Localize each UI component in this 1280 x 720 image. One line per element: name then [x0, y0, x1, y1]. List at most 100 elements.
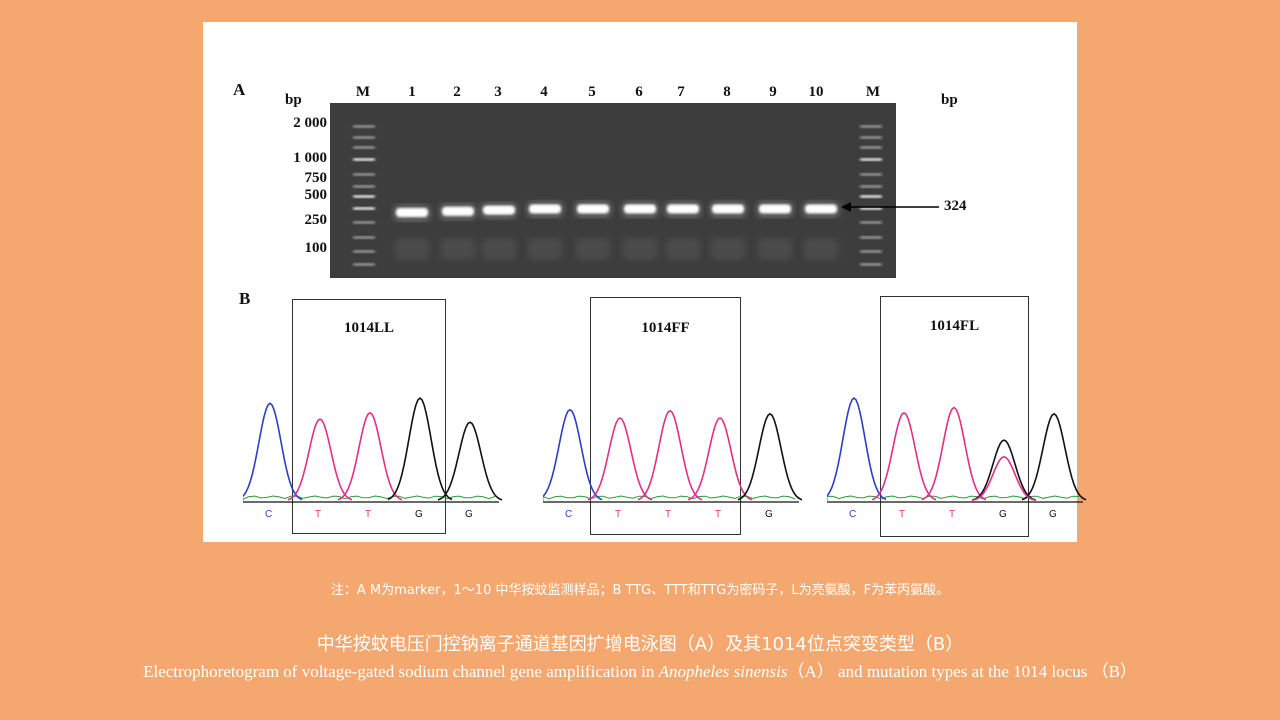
lane-label: M	[355, 84, 371, 100]
marker-band	[353, 195, 375, 198]
peak-c	[243, 402, 303, 501]
size-label: 750	[304, 170, 328, 186]
gel-image	[330, 103, 896, 278]
lane-label: M	[865, 84, 881, 100]
peak-c	[827, 397, 887, 501]
bp-label-left: bp	[285, 92, 302, 108]
sample-band	[759, 204, 791, 214]
lane-label: 1	[408, 84, 416, 100]
product-size-label: 324	[944, 198, 967, 214]
baseline-noise	[243, 495, 496, 501]
marker-band	[860, 250, 882, 253]
peak-t	[287, 418, 353, 501]
marker-band	[860, 263, 882, 266]
lane-label: 6	[635, 84, 643, 100]
primer-haze	[395, 238, 429, 260]
peak-g	[387, 397, 453, 501]
peak-t	[637, 409, 703, 501]
lane-label: 3	[494, 84, 502, 100]
peak-t	[687, 417, 753, 501]
marker-band	[860, 146, 882, 149]
caption-en-part2: （A） and mutation types at the 1014 locus…	[787, 662, 1137, 681]
base-call: G	[465, 509, 473, 520]
peak-g	[437, 421, 503, 501]
peak-t	[921, 406, 987, 501]
base-call: T	[715, 509, 722, 520]
figure-note: 注：A M为marker，1～10 中华按蚊监测样品；B TTG、TTT和TTG…	[330, 583, 950, 598]
panel-a-label: A	[233, 80, 246, 99]
lane-label: 2	[453, 84, 461, 100]
lane-label: 8	[723, 84, 731, 100]
marker-band	[860, 221, 882, 224]
marker-band	[353, 173, 375, 176]
baseline-noise	[827, 495, 1080, 501]
panel-b-label: B	[239, 289, 251, 308]
sample-band	[805, 204, 837, 214]
marker-band	[353, 125, 375, 128]
caption-en-part1: Electrophoretogram of voltage-gated sodi…	[143, 662, 659, 681]
chromatogram-trace	[543, 408, 803, 503]
caption-chinese: 中华按蚊电压门控钠离子通道基因扩增电泳图（A）及其1014位点突变类型（B）	[316, 634, 964, 655]
lane-label: 4	[540, 84, 548, 100]
primer-haze	[576, 238, 610, 260]
size-label: 1 000	[293, 150, 327, 166]
marker-band	[860, 158, 882, 161]
base-call: G	[999, 509, 1007, 520]
peak-t	[587, 417, 653, 501]
baseline-noise	[543, 495, 796, 501]
genotype-label: 1014LL	[343, 320, 394, 336]
primer-haze	[528, 238, 562, 260]
marker-band	[860, 185, 882, 188]
primer-haze	[758, 238, 792, 260]
base-call: T	[365, 509, 372, 520]
base-call: G	[1049, 509, 1057, 520]
marker-band	[860, 195, 882, 198]
marker-band	[353, 207, 375, 210]
base-call: G	[415, 509, 423, 520]
sample-band	[624, 204, 656, 214]
base-call: T	[949, 509, 956, 520]
product-arrow-icon	[841, 202, 939, 212]
peak-t	[337, 411, 403, 501]
marker-band	[860, 136, 882, 139]
base-call: T	[615, 509, 622, 520]
primer-haze	[711, 238, 745, 260]
chromatogram-trace	[243, 397, 503, 503]
peak-g	[1021, 412, 1087, 501]
size-label: 100	[304, 240, 328, 256]
genotype-label: 1014FF	[641, 320, 690, 336]
sample-band	[577, 204, 609, 214]
caption-english: Electrophoretogram of voltage-gated sodi…	[0, 657, 1280, 682]
primer-haze	[804, 238, 838, 260]
primer-haze	[482, 238, 516, 260]
base-call: C	[565, 509, 573, 520]
size-label: 2 000	[293, 115, 327, 131]
peak-t	[871, 411, 937, 501]
sample-band	[529, 204, 561, 214]
marker-band	[353, 236, 375, 239]
marker-band	[353, 146, 375, 149]
marker-band	[353, 250, 375, 253]
base-call: C	[849, 509, 857, 520]
primer-haze	[666, 238, 700, 260]
peak-c	[543, 408, 603, 501]
lane-label: 5	[588, 84, 596, 100]
marker-band	[353, 136, 375, 139]
lane-label: 9	[769, 84, 777, 100]
size-label: 250	[304, 212, 328, 228]
marker-band	[353, 185, 375, 188]
lane-label: 7	[677, 84, 685, 100]
sample-band	[712, 204, 744, 214]
size-label: 500	[304, 187, 328, 203]
sample-band	[667, 204, 699, 214]
marker-band	[860, 125, 882, 128]
sample-band	[442, 206, 474, 216]
sample-band	[483, 205, 515, 215]
base-call: G	[765, 509, 773, 520]
species-name: Anopheles sinensis	[658, 662, 788, 681]
base-call: T	[315, 509, 322, 520]
codon-box	[292, 299, 446, 534]
figure-panel: A bp bp M 1 2 3 4 5 6 7 8 9 10 M 2 000 1 000 750 500 25…	[203, 22, 1087, 542]
peak-t-secondary	[971, 456, 1037, 502]
lane-label: 10	[808, 84, 824, 100]
